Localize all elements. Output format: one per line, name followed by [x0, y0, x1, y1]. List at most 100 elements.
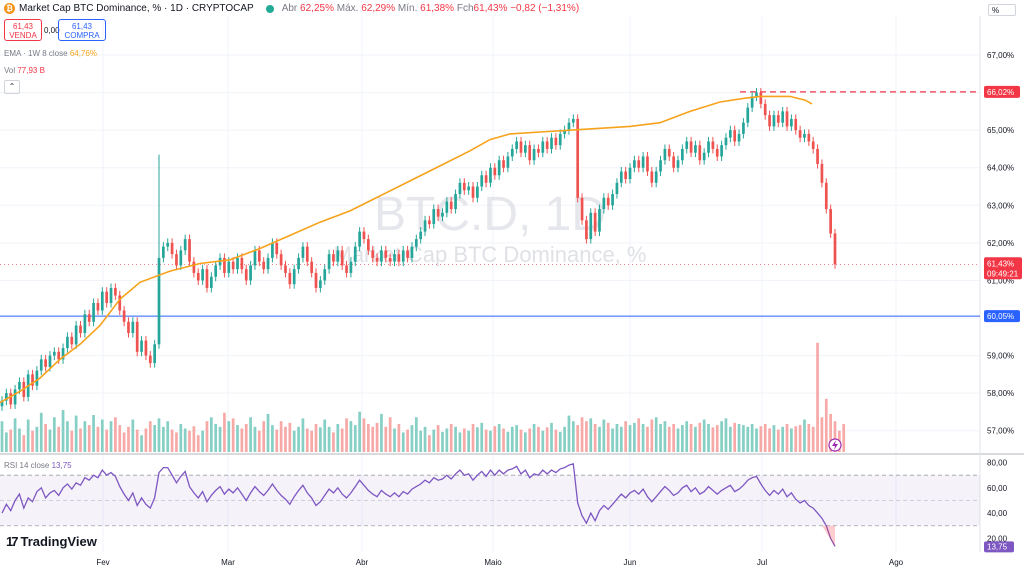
volume-bar [506, 431, 510, 452]
volume-bar [388, 417, 392, 452]
x-tick-label: Maio [484, 558, 502, 567]
lightning-icon[interactable] [828, 438, 842, 452]
volume-bar [366, 424, 370, 452]
volume-bar [275, 429, 279, 452]
volume-bar [554, 429, 558, 452]
candle-body [148, 355, 152, 364]
volume-bar [362, 418, 366, 452]
candle-body [506, 156, 510, 168]
candle-body [83, 314, 87, 334]
volume-bar [820, 417, 824, 452]
volume-bar [162, 426, 165, 452]
candle-body [489, 167, 492, 183]
candle-body [480, 175, 484, 187]
volume-bar [598, 426, 601, 452]
tradingview-logo[interactable]: 17 TradingView [6, 534, 97, 549]
volume-bar [576, 425, 580, 452]
symbol-title[interactable]: Market Cap BTC Dominance, % · 1D · CRYPT… [19, 3, 254, 14]
candle-body [728, 130, 732, 138]
volume-bar [214, 424, 218, 452]
volume-bar [332, 432, 335, 452]
candle-body [162, 246, 165, 258]
volume-bar [240, 428, 244, 452]
candle-body [476, 186, 479, 198]
volume-bar [188, 430, 191, 452]
volume-bar [698, 422, 702, 452]
sell-button[interactable]: 61,43 VENDA [4, 19, 42, 41]
volume-legend[interactable]: Vol 77,93 B [4, 66, 45, 75]
volume-bar [646, 426, 649, 452]
candle-body [698, 145, 702, 161]
candle-body [0, 400, 4, 407]
candle-body [410, 246, 414, 258]
volume-bar [589, 418, 593, 452]
candle-body [807, 133, 811, 142]
volume-bar [157, 418, 161, 452]
candle-body [576, 118, 580, 198]
rsi-tick-label: 80,00 [987, 459, 1008, 468]
volume-bar [288, 422, 292, 452]
percent-scale-button[interactable]: % [988, 4, 1016, 16]
volume-bar [349, 421, 353, 452]
rsi-legend[interactable]: RSI 14 close 13,75 [4, 461, 72, 470]
volume-bar [663, 421, 667, 452]
candle-body [811, 141, 815, 149]
candle-body [170, 242, 174, 255]
volume-bar [70, 430, 74, 452]
rsi-line [1, 462, 836, 547]
volume-bar [676, 428, 680, 452]
volume-bar [545, 427, 549, 452]
candle-body [528, 145, 532, 161]
volume-bar [781, 426, 785, 452]
tradingview-mark-icon: 17 [6, 534, 19, 549]
candle-body [558, 133, 562, 146]
volume-bar [462, 428, 466, 452]
candle-body [401, 250, 405, 262]
collapse-legend-button[interactable]: ⌃ [4, 80, 20, 94]
y-tick-label: 65,00% [987, 126, 1014, 135]
volume-bar [323, 419, 327, 452]
volume-bar [419, 430, 423, 452]
candle-body [820, 163, 824, 183]
ema-line [0, 95, 813, 404]
y-tick-label: 57,00% [987, 427, 1014, 436]
volume-bar [532, 424, 536, 452]
candle-body [266, 257, 270, 270]
volume-bar [724, 418, 728, 452]
volume-bar [776, 429, 780, 452]
volume-bar [489, 430, 492, 452]
candle-body [179, 250, 183, 266]
candle-body [659, 160, 662, 172]
candle-body [336, 250, 340, 262]
volume-bar [18, 428, 21, 452]
candle-body [737, 133, 741, 142]
volume-bar [353, 425, 357, 452]
candle-body [458, 182, 462, 195]
candle-body [606, 197, 610, 206]
candle-body [602, 197, 606, 210]
volume-bar [523, 432, 527, 452]
candle-body [798, 130, 802, 138]
ema-legend[interactable]: EMA · 1W 8 close 64,76% [4, 49, 97, 58]
buy-button[interactable]: 61,43 COMPRA [58, 19, 106, 41]
candle-body [598, 209, 601, 232]
volume-bar [702, 419, 706, 452]
volume-bar [637, 418, 641, 452]
volume-bar [519, 429, 523, 452]
candle-body [502, 160, 505, 168]
volume-bar [201, 430, 204, 452]
rsi-oversold-fill [821, 525, 835, 547]
candle-body [292, 269, 296, 285]
candle-body [471, 186, 475, 198]
candle-body [685, 141, 689, 149]
volume-bar [563, 426, 566, 452]
candle-body [362, 231, 366, 240]
volume-bar [401, 432, 405, 452]
volume-bar [742, 425, 745, 452]
volume-bar [100, 419, 104, 452]
candle-body [694, 145, 697, 153]
candle-body [61, 348, 65, 360]
candle-body [183, 239, 187, 251]
volume-bar [384, 426, 388, 452]
